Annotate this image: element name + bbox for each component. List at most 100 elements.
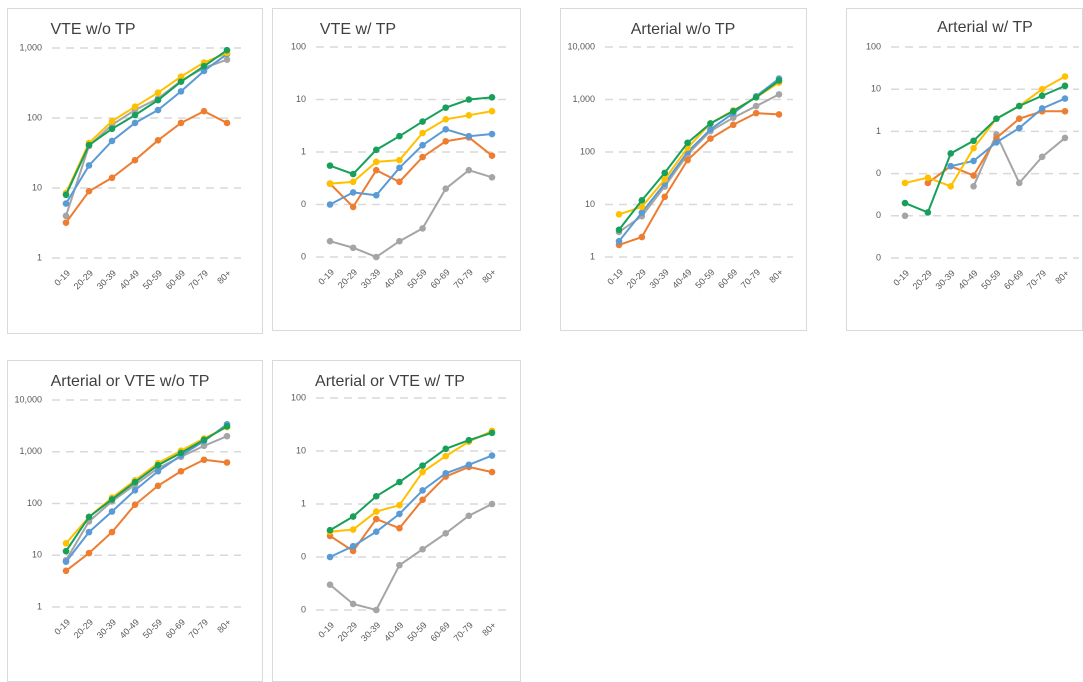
series-line — [329, 96, 493, 176]
panel — [272, 8, 521, 331]
y-tick-label: 100 — [291, 392, 306, 402]
data-point — [108, 117, 116, 125]
data-point — [372, 606, 380, 614]
panel — [272, 360, 521, 682]
data-point — [901, 212, 909, 220]
data-point — [131, 501, 139, 508]
data-point — [326, 180, 334, 187]
data-point — [488, 500, 496, 508]
data-point — [442, 452, 450, 460]
data-point — [200, 456, 208, 464]
data-point — [131, 103, 139, 111]
data-point — [131, 119, 139, 127]
data-point — [326, 237, 334, 245]
data-point — [200, 442, 208, 450]
data-point — [396, 510, 403, 518]
data-point — [85, 162, 93, 169]
data-point — [372, 158, 380, 166]
data-point — [62, 212, 70, 220]
data-point — [349, 170, 357, 178]
data-point — [223, 46, 231, 54]
data-point — [419, 462, 426, 469]
data-point — [1038, 92, 1046, 100]
y-tick-label: 100 — [866, 41, 881, 51]
data-point — [85, 528, 93, 536]
y-tick-label: 1 — [301, 146, 306, 156]
series-line — [329, 136, 493, 209]
series-line — [65, 49, 228, 196]
data-point — [349, 178, 357, 186]
y-tick-label: 0 — [301, 199, 306, 209]
data-point — [419, 487, 426, 494]
data-point — [661, 193, 669, 201]
data-point — [396, 237, 403, 245]
data-point — [1015, 115, 1023, 122]
data-point — [131, 111, 139, 119]
data-point — [223, 432, 231, 440]
data-point — [419, 545, 426, 553]
data-point — [131, 156, 139, 164]
data-point — [1061, 73, 1069, 80]
data-point — [1038, 153, 1046, 161]
data-point — [465, 132, 473, 140]
data-point — [775, 77, 783, 84]
data-point — [154, 461, 162, 469]
data-point — [488, 173, 496, 181]
data-point — [442, 469, 450, 477]
data-point — [661, 169, 669, 177]
data-point — [638, 209, 646, 216]
data-point — [752, 109, 760, 117]
y-tick-label: 1,000 — [572, 94, 595, 104]
data-point — [419, 129, 426, 137]
y-tick-label: 100 — [27, 112, 42, 122]
data-point — [349, 513, 357, 520]
series-line — [329, 110, 493, 185]
data-point — [465, 96, 473, 103]
data-point — [752, 94, 760, 101]
series-line — [618, 79, 780, 231]
data-point — [177, 78, 185, 86]
chart-title: Arterial or VTE w/ TP — [315, 373, 465, 390]
data-point — [62, 191, 70, 199]
data-point — [396, 156, 403, 164]
y-tick-label: 0 — [876, 168, 881, 178]
data-point — [223, 423, 231, 430]
data-point — [1015, 124, 1023, 132]
data-point — [200, 62, 208, 70]
data-point — [775, 111, 783, 118]
y-tick-label: 10 — [32, 550, 42, 560]
data-point — [396, 178, 403, 186]
series-line — [329, 454, 493, 558]
data-point — [372, 166, 380, 174]
chart-title: Arterial w/o TP — [631, 21, 736, 38]
y-tick-label: 1 — [37, 252, 42, 262]
series-line — [329, 169, 493, 259]
data-point — [465, 112, 473, 119]
data-point — [372, 528, 380, 536]
y-tick-label: 100 — [291, 41, 306, 51]
data-point — [488, 107, 496, 115]
data-point — [465, 512, 473, 520]
data-point — [85, 549, 93, 557]
data-point — [615, 226, 623, 234]
data-point — [465, 166, 473, 174]
data-point — [85, 513, 93, 521]
series-line — [950, 97, 1066, 168]
data-point — [707, 135, 714, 142]
data-point — [729, 114, 737, 122]
y-tick-label: 1 — [37, 601, 42, 611]
series-line — [904, 75, 1066, 188]
data-point — [62, 200, 70, 207]
data-point — [177, 119, 185, 127]
series-line — [329, 431, 493, 532]
data-point — [1061, 95, 1069, 102]
data-point — [62, 219, 70, 226]
data-point — [108, 125, 116, 133]
data-point — [1061, 134, 1069, 142]
data-point — [396, 501, 403, 509]
series-line — [618, 112, 780, 246]
data-point — [62, 540, 70, 547]
chart-title: VTE w/ TP — [320, 21, 396, 38]
data-point — [85, 187, 93, 195]
data-point — [396, 132, 403, 140]
